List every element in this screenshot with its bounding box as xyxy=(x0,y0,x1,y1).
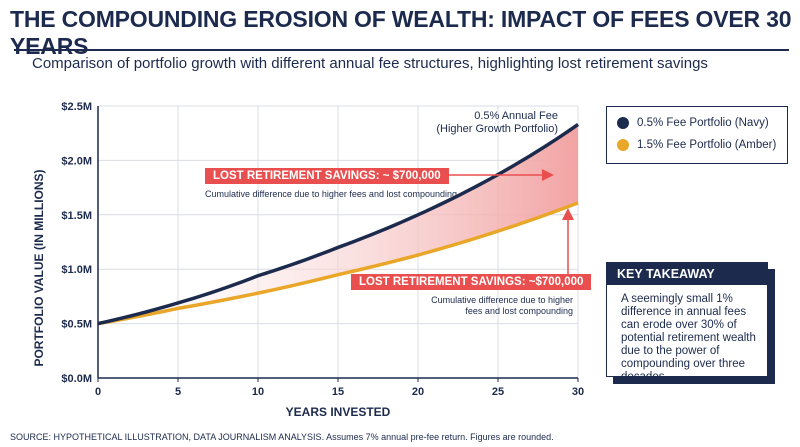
legend-label-amber: 1.5% Fee Portfolio (Amber) xyxy=(637,139,777,151)
axes xyxy=(97,106,579,382)
source-note: SOURCE: HYPOTHETICAL ILLUSTRATION, DATA … xyxy=(10,432,554,442)
loss-area xyxy=(98,124,578,324)
takeaway-body: A seemingly small 1% difference in annua… xyxy=(621,293,756,383)
callout-1-title: LOST RETIREMENT SAVINGS: ~ $700,000 xyxy=(205,168,449,184)
y-tick-label: $0.0M xyxy=(61,373,92,385)
chart-title: THE COMPOUNDING EROSION OF WEALTH: IMPAC… xyxy=(10,6,792,59)
x-axis-label: YEARS INVESTED xyxy=(286,405,391,419)
y-tick-label: $1.5M xyxy=(61,210,92,222)
x-tick-label: 0 xyxy=(95,386,101,398)
line-label-1: 0.5% Annual Fee xyxy=(474,110,558,122)
tick-labels: $0.0M $0.5M $1.0M $1.5M $2.0M $2.5M 0 5 10 15 20 25… xyxy=(61,101,584,398)
grid-lines xyxy=(97,105,579,379)
legend-swatch-amber xyxy=(617,139,629,151)
y-axis-label: PORTFOLIO VALUE (IN MILLIONS) xyxy=(32,169,46,366)
x-tick-label: 10 xyxy=(252,386,264,398)
takeaway-heading: KEY TAKEAWAY xyxy=(607,263,767,285)
legend-swatch-navy xyxy=(617,117,629,129)
y-tick-label: $1.0M xyxy=(61,264,92,276)
line-label-2: (Higher Growth Portfolio) xyxy=(436,123,558,135)
callout-2-subtitle-line-2: fees and lost compounding xyxy=(465,306,573,316)
y-tick-label: $0.5M xyxy=(61,319,92,331)
callout-2-subtitle-line-1: Cumulative difference due to higher xyxy=(431,295,573,305)
takeaway-box: KEY TAKEAWAY A seemingly small 1% differ… xyxy=(606,262,768,383)
callout-arrows xyxy=(448,169,574,276)
x-tick-label: 30 xyxy=(572,386,584,398)
callout-2-title: LOST RETIREMENT SAVINGS: ~$700,000 xyxy=(351,274,592,290)
x-tick-label: 25 xyxy=(492,386,504,398)
legend-item-navy: 0.5% Fee Portfolio (Navy) xyxy=(617,117,769,129)
x-tick-label: 20 xyxy=(412,386,424,398)
callout-1-subtitle: Cumulative difference due to higher fees… xyxy=(205,189,457,199)
lost-savings-area xyxy=(98,124,578,324)
y-tick-label: $2.0M xyxy=(61,155,92,167)
series-line-amber xyxy=(97,201,579,326)
legend-label-navy: 0.5% Fee Portfolio (Navy) xyxy=(637,117,769,129)
x-tick-label: 5 xyxy=(175,386,181,398)
legend: 0.5% Fee Portfolio (Navy) 1.5% Fee Portf… xyxy=(606,106,788,164)
legend-item-amber: 1.5% Fee Portfolio (Amber) xyxy=(617,139,776,151)
callout-2-subtitle: Cumulative difference due to higher fees… xyxy=(413,295,573,317)
title-rule xyxy=(14,49,789,51)
y-tick-label: $2.5M xyxy=(61,101,92,113)
x-tick-label: 15 xyxy=(332,386,344,398)
chart-subtitle: Comparison of portfolio growth with diff… xyxy=(32,55,708,72)
